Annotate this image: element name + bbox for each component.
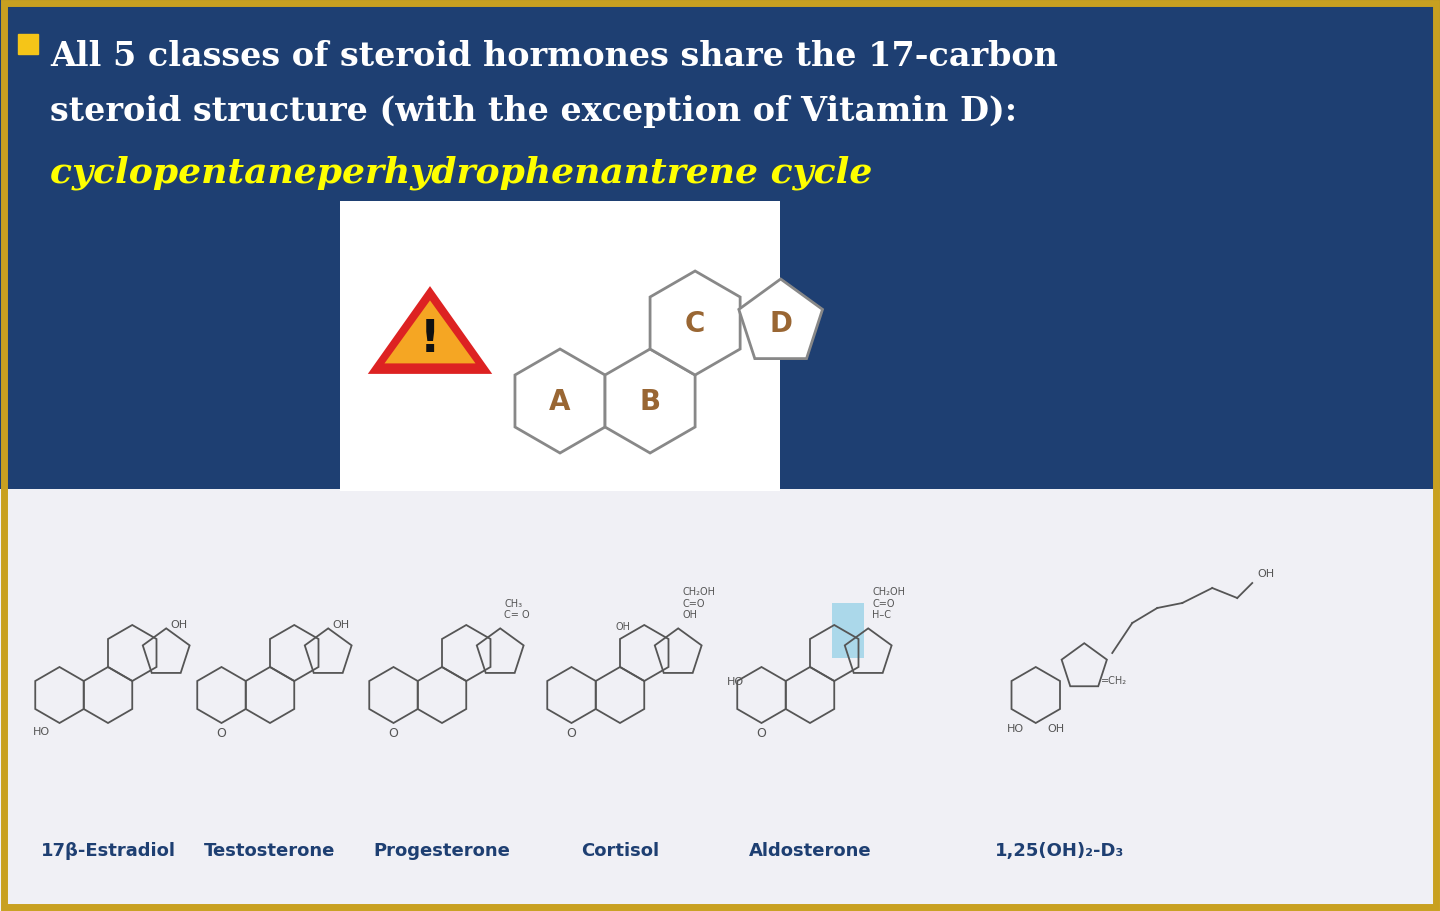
Text: OH: OH: [333, 619, 350, 630]
Polygon shape: [516, 350, 605, 454]
Text: HO: HO: [1007, 723, 1024, 733]
Text: O: O: [216, 726, 226, 739]
FancyBboxPatch shape: [0, 489, 1440, 911]
Text: B: B: [639, 387, 661, 415]
Text: O: O: [566, 726, 576, 739]
FancyBboxPatch shape: [340, 201, 780, 491]
Text: steroid structure (with the exception of Vitamin D):: steroid structure (with the exception of…: [50, 95, 1017, 128]
Polygon shape: [739, 280, 822, 359]
Text: C: C: [685, 310, 706, 338]
FancyBboxPatch shape: [17, 35, 37, 55]
Polygon shape: [649, 271, 740, 375]
FancyBboxPatch shape: [0, 0, 1440, 489]
Text: D: D: [769, 310, 792, 338]
Polygon shape: [384, 301, 475, 364]
Text: CH₂OH
C=O
H–C: CH₂OH C=O H–C: [873, 587, 906, 619]
Text: A: A: [549, 387, 570, 415]
Text: Cortisol: Cortisol: [580, 841, 660, 859]
Text: 17β-Estradiol: 17β-Estradiol: [40, 841, 176, 859]
Text: 1,25(OH)₂-D₃: 1,25(OH)₂-D₃: [995, 841, 1125, 859]
Text: Testosterone: Testosterone: [204, 841, 336, 859]
Text: =CH₂: =CH₂: [1102, 676, 1128, 686]
Text: Progesterone: Progesterone: [373, 841, 510, 859]
Text: HO: HO: [33, 726, 50, 736]
Polygon shape: [605, 350, 696, 454]
Text: CH₂OH
C=O
OH: CH₂OH C=O OH: [683, 587, 716, 619]
Text: OH: OH: [170, 619, 187, 630]
Text: HO: HO: [726, 676, 743, 686]
Text: Aldosterone: Aldosterone: [749, 841, 871, 859]
Text: OH: OH: [1047, 723, 1064, 733]
Text: O: O: [389, 726, 399, 739]
Text: cyclopentaneperhydrophenantrene cycle: cyclopentaneperhydrophenantrene cycle: [50, 155, 873, 189]
Text: OH: OH: [615, 621, 631, 631]
Polygon shape: [370, 289, 490, 374]
Text: !: !: [420, 318, 441, 361]
Text: O: O: [756, 726, 766, 739]
Text: CH₃
C= O: CH₃ C= O: [504, 599, 530, 619]
Text: OH: OH: [1257, 568, 1274, 578]
FancyBboxPatch shape: [832, 603, 864, 659]
Text: All 5 classes of steroid hormones share the 17-carbon: All 5 classes of steroid hormones share …: [50, 40, 1058, 73]
